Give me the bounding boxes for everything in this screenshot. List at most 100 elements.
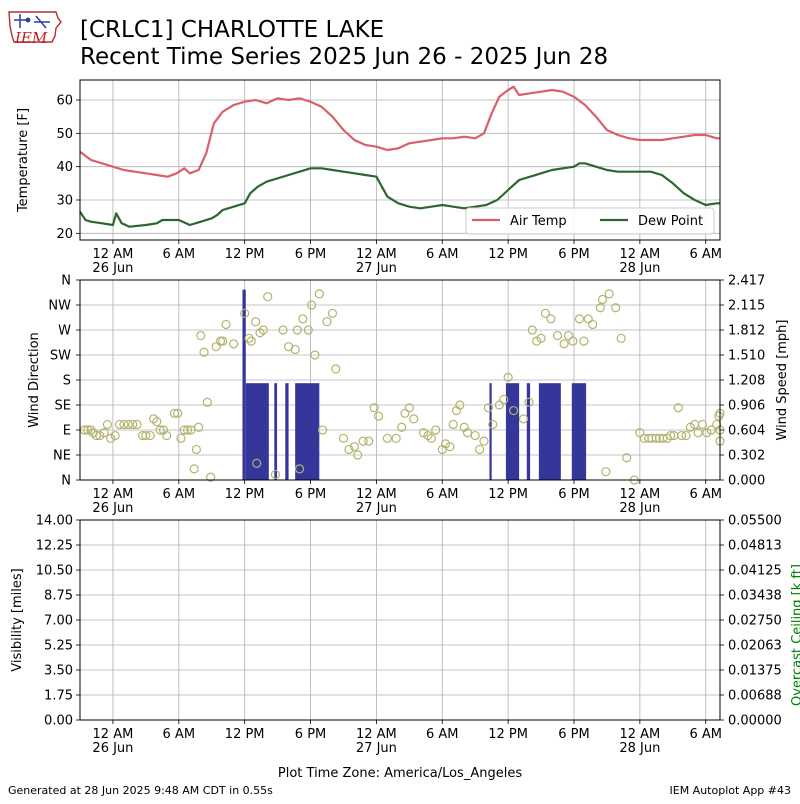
wind-direction-marker: [597, 294, 608, 305]
wind-direction-marker: [91, 430, 102, 441]
wind-direction-marker: [349, 442, 360, 452]
wind-direction-marker: [344, 444, 354, 455]
wind-direction-marker: [391, 433, 401, 443]
wind-direction-marker: [635, 428, 645, 438]
temp-legend: Air Temp Dew Point: [465, 207, 715, 235]
wind-direction-marker: [152, 417, 162, 427]
wind-direction-marker: [211, 342, 221, 352]
wind-xtick-label: 6 PM: [558, 487, 589, 502]
wind-direction-marker: [673, 403, 683, 413]
wind-direction-marker: [307, 300, 317, 310]
wind-direction-marker: [474, 444, 485, 455]
wind-direction-marker: [179, 425, 189, 435]
wind-direction-marker: [199, 347, 209, 357]
wind-direction-marker: [162, 430, 172, 441]
wind-direction-marker: [527, 325, 537, 335]
vis-xtick-label: 6 AM: [163, 727, 196, 742]
wind-speed-tick-label: 1.208: [728, 374, 765, 389]
temp-frame: [79, 79, 721, 241]
wind-direction-marker: [191, 444, 201, 455]
vis-xtick-label: 6 AM: [426, 727, 459, 742]
legend-label-air-temp: Air Temp: [510, 214, 567, 229]
wind-direction-marker: [445, 442, 455, 452]
temp-ytick-label: 20: [56, 227, 73, 242]
wind-speed-tick-label: 1.510: [728, 349, 765, 364]
wind-direction-marker: [86, 425, 96, 435]
vis-ytick-label: 12.25: [36, 539, 73, 554]
wind-direction-marker: [258, 325, 268, 335]
wind-direction-marker: [681, 430, 691, 441]
wind-direction-marker: [400, 408, 410, 418]
temp-xtick-label: 6 AM: [426, 247, 459, 262]
vis-ytick-label: 1.75: [44, 689, 73, 704]
wind-direction-marker: [559, 339, 569, 349]
wind-direction-marker: [99, 428, 109, 438]
wind-direction-marker: [622, 453, 632, 463]
wind-direction-marker: [196, 330, 206, 341]
vis-ytick-label: 5.25: [44, 639, 73, 654]
temp-ytick-label: 30: [56, 194, 73, 209]
wind-direction-marker: [431, 425, 441, 435]
wind-direction-marker: [173, 408, 183, 418]
ceiling-ytick-label: 0.04813: [728, 539, 782, 554]
ceiling-ytick-label: 0.02750: [728, 614, 782, 629]
chart-subtitle: Recent Time Series 2025 Jun 26 - 2025 Ju…: [80, 44, 609, 70]
wind-direction-marker: [479, 436, 489, 446]
wind-direction-marker: [509, 405, 519, 416]
wind-direction-marker: [278, 325, 288, 335]
wind-speed-bar: [242, 289, 246, 480]
wind-direction-marker: [499, 394, 509, 405]
wind-speed-bar: [526, 383, 531, 480]
wind-direction-marker: [404, 403, 414, 413]
ceiling-ytick-label: 0.02063: [728, 639, 782, 654]
wind-direction-marker: [666, 430, 676, 441]
iem-logo-text: IEM: [15, 29, 48, 47]
wind-speed-tick-label: 0.302: [728, 449, 765, 464]
ceiling-ytick-label: 0.04125: [728, 564, 782, 579]
wind-direction-marker: [568, 336, 578, 346]
temp-xtick-date: 28 Jun: [619, 261, 660, 276]
wind-direction-marker: [252, 458, 262, 468]
wind-direction-marker: [563, 330, 574, 341]
wind-xtick-label: 12 AM: [356, 487, 397, 502]
wind-ylabel: Wind Direction: [27, 332, 42, 428]
vis-ytick-label: 0.00: [44, 714, 73, 729]
vis-ytick-label: 14.00: [36, 514, 73, 529]
ceiling-ytick-label: 0.05500: [728, 514, 782, 529]
wind-direction-marker: [462, 428, 473, 438]
wind-direction-marker: [244, 333, 254, 343]
vis-xtick-label: 12 AM: [619, 727, 660, 742]
wind-speed-tick-label: 0.906: [728, 399, 765, 414]
dew-point-line: [79, 162, 720, 228]
wind-direction-marker: [292, 325, 302, 335]
wind-xtick-label: 12 PM: [488, 487, 528, 502]
wind-direction-marker: [595, 303, 605, 313]
wind-direction-tick-label: E: [63, 424, 71, 439]
temp-xtick-label: 12 AM: [356, 247, 397, 262]
iem-logo: IEM: [6, 6, 62, 50]
wind-direction-marker: [574, 314, 585, 324]
wind-direction-marker: [483, 403, 493, 413]
wind-direction-marker: [128, 419, 138, 430]
wind-direction-marker: [503, 372, 513, 382]
wind-speed-tick-label: 2.115: [728, 299, 765, 314]
wind-xtick-date: 27 Jun: [356, 501, 397, 516]
wind-direction-marker: [322, 317, 332, 327]
wind-direction-marker: [604, 289, 614, 299]
wind-direction-marker: [611, 303, 621, 313]
wind-speed-bar: [571, 383, 587, 480]
wind-direction-marker: [579, 336, 589, 346]
wind-direction-marker: [358, 436, 368, 446]
wind-direction-marker: [601, 467, 611, 477]
wind-direction-marker: [141, 430, 151, 441]
wind-direction-tick-label: S: [63, 374, 71, 389]
wind-direction-marker: [536, 333, 546, 343]
wind-direction-marker: [110, 430, 120, 441]
data-layer: [79, 85, 725, 485]
temp-xtick-label: 6 PM: [295, 247, 326, 262]
vis-ytick-label: 3.50: [44, 664, 73, 679]
wind-direction-marker: [364, 436, 374, 446]
wind-direction-marker: [202, 397, 212, 407]
ceiling-ytick-label: 0.03438: [728, 589, 782, 604]
